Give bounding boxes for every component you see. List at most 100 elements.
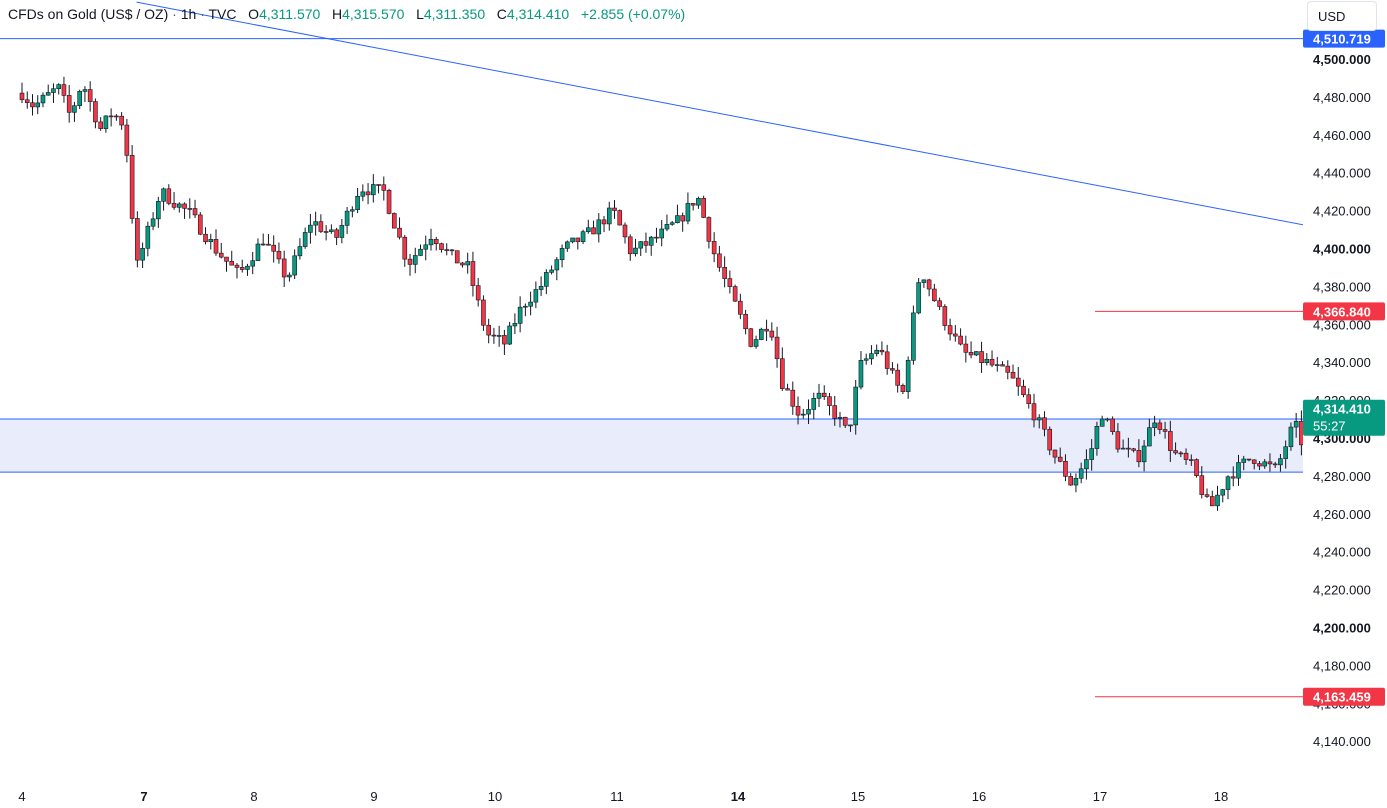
candle-body-down xyxy=(197,214,203,235)
candle-body-down xyxy=(617,210,623,226)
candle-body-down xyxy=(1251,459,1257,464)
candle-body-up xyxy=(45,92,51,96)
candle-body-down xyxy=(386,190,392,214)
candle-body-down xyxy=(722,267,727,279)
candle xyxy=(507,321,512,345)
candle xyxy=(1063,454,1068,482)
y-tick-label: 4,440.000 xyxy=(1313,166,1371,181)
candle-body-down xyxy=(381,184,387,191)
support-tag-label: 4,163.459 xyxy=(1313,690,1371,705)
price-tags: 4,510.719 4,366.840 4,314.410 55:27 4,16… xyxy=(1303,29,1385,706)
candle xyxy=(208,233,214,250)
candle-body-up xyxy=(549,269,554,273)
candle-body-down xyxy=(1047,428,1053,451)
low-label: L xyxy=(416,6,424,22)
candle-body-up xyxy=(329,229,334,232)
candle-body-up xyxy=(606,207,612,225)
candle xyxy=(1031,393,1037,428)
candle xyxy=(994,356,1000,372)
candle xyxy=(596,213,602,243)
candle-body-down xyxy=(276,250,282,260)
candle-body-up xyxy=(302,232,308,247)
candle xyxy=(601,216,607,233)
candle-body-down xyxy=(795,405,801,416)
candle xyxy=(517,296,523,333)
candle-body-down xyxy=(239,267,245,270)
candle-body-down xyxy=(1068,476,1073,486)
symbol-name[interactable]: CFDs on Gold (US$ / OZ) xyxy=(8,6,169,22)
candle xyxy=(203,227,208,245)
candle-body-up xyxy=(355,195,360,211)
candle xyxy=(35,95,41,115)
candle-body-down xyxy=(192,208,198,216)
candle-body-up xyxy=(339,225,345,238)
candle xyxy=(743,309,748,335)
candle-body-down xyxy=(166,188,172,204)
candle-body-down xyxy=(1209,496,1215,507)
candle-body-down xyxy=(229,261,235,266)
interval-label[interactable]: 1h xyxy=(180,6,197,22)
candle xyxy=(979,341,984,373)
candle xyxy=(911,305,916,365)
candle xyxy=(947,318,953,341)
candle-body-down xyxy=(612,207,617,211)
x-tick-label: 11 xyxy=(610,789,624,804)
candle-body-up xyxy=(1099,418,1105,427)
candle-body-down xyxy=(502,335,507,345)
candle xyxy=(449,248,455,256)
candle xyxy=(895,363,900,393)
candle-body-down xyxy=(124,124,130,156)
candle-body-down xyxy=(1183,452,1189,460)
candle xyxy=(402,234,408,267)
candle-body-up xyxy=(1078,468,1084,479)
x-tick-label: 14 xyxy=(731,789,746,804)
candle-body-down xyxy=(774,336,780,360)
candle xyxy=(738,293,743,320)
candle-body-down xyxy=(281,258,287,278)
candle-body-down xyxy=(1026,394,1032,404)
candle-body-up xyxy=(496,335,502,337)
currency-button[interactable]: USD xyxy=(1307,1,1377,31)
candle-body-up xyxy=(874,349,879,354)
candle-body-down xyxy=(376,184,381,186)
candle-body-up xyxy=(1278,458,1283,466)
candle xyxy=(832,395,838,426)
candle-body-down xyxy=(1031,403,1037,421)
candle xyxy=(1126,437,1131,458)
candle xyxy=(51,83,56,103)
time-axis[interactable]: 4 7 8 9 10 11 14 15 16 17 18 xyxy=(18,789,1228,804)
candle xyxy=(1110,416,1115,435)
drawing-lines[interactable] xyxy=(0,1,1387,698)
candle xyxy=(1005,360,1011,380)
candle xyxy=(612,200,617,219)
candle-body-down xyxy=(213,239,219,254)
candle-body-down xyxy=(486,324,491,336)
legend-header: CFDs on Gold (US$ / OZ) · 1h · TVC O4,31… xyxy=(8,6,685,22)
candle-body-down xyxy=(481,299,486,326)
candle xyxy=(72,101,77,122)
candle xyxy=(355,188,360,214)
candle xyxy=(685,192,691,225)
candle-body-down xyxy=(727,278,733,287)
candle-body-up xyxy=(1236,462,1241,479)
candle-body-up xyxy=(816,392,822,399)
candle-body-down xyxy=(224,256,229,262)
candle xyxy=(365,183,371,205)
candle-body-up xyxy=(145,225,151,249)
candle-body-down xyxy=(1194,459,1199,476)
candle xyxy=(61,76,67,103)
candle xyxy=(150,212,156,231)
candle xyxy=(1157,419,1163,435)
candle-body-up xyxy=(570,237,575,243)
candle xyxy=(853,379,859,435)
candle-body-down xyxy=(1257,463,1262,467)
candle-body-up xyxy=(858,360,864,388)
candle xyxy=(166,184,172,206)
candle xyxy=(874,344,879,357)
candle xyxy=(879,341,885,356)
trendline[interactable] xyxy=(136,1,1387,318)
candle-body-down xyxy=(19,92,25,101)
support-zone xyxy=(0,418,1303,473)
candle-body-up xyxy=(916,282,921,314)
